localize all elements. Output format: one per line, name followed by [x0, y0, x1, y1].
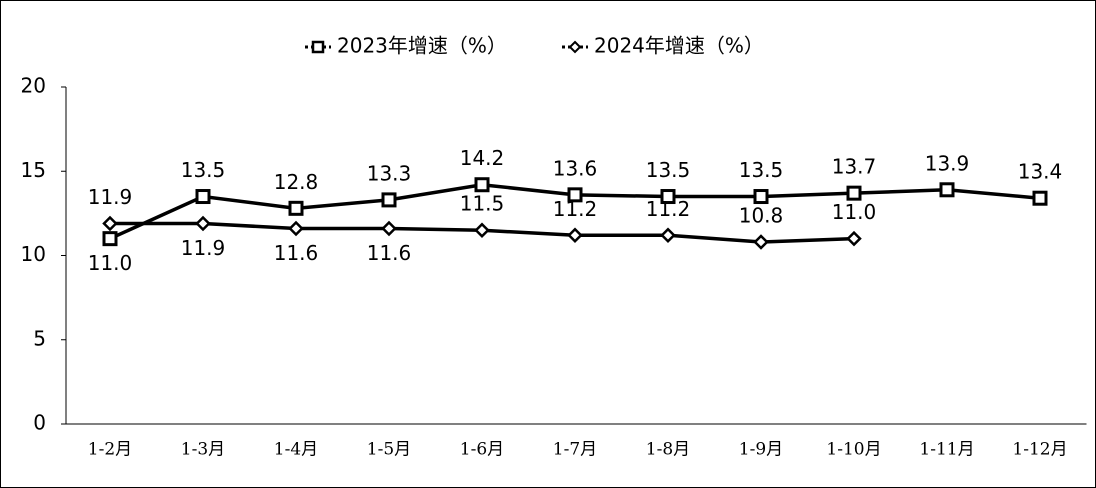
data-label: 11.6 [367, 241, 412, 265]
data-label: 13.5 [181, 158, 226, 182]
marker [753, 234, 769, 250]
legend-marker [568, 40, 582, 54]
data-label: 13.4 [1018, 160, 1063, 184]
data-label: 13.5 [646, 158, 691, 182]
legend-label: 2023年增速（%） [337, 34, 507, 58]
data-label: 13.7 [832, 155, 877, 179]
marker [381, 192, 397, 208]
x-tick-label: 1-7月 [553, 440, 597, 460]
data-label: 13.6 [553, 156, 598, 180]
data-label: 11.0 [832, 200, 877, 224]
x-tick-label: 1-9月 [739, 440, 783, 460]
legend-marker [311, 40, 325, 54]
data-label: 11.2 [553, 197, 598, 221]
marker [660, 189, 676, 205]
x-tick-label: 1-8月 [646, 440, 690, 460]
x-tick-label: 1-10月 [826, 440, 881, 460]
legend-label: 2024年增速（%） [594, 34, 764, 58]
marker [1032, 190, 1048, 206]
marker [288, 220, 304, 237]
marker [102, 215, 118, 232]
data-label: 13.5 [739, 158, 784, 182]
x-tick-label: 1-12月 [1012, 440, 1067, 460]
x-tick-label: 1-2月 [88, 440, 132, 460]
x-tick-label: 1-3月 [181, 440, 225, 460]
data-label: 11.9 [88, 185, 133, 209]
marker [660, 227, 676, 244]
y-tick-label: 5 [33, 326, 46, 350]
marker [195, 189, 211, 205]
data-label: 11.0 [88, 251, 133, 275]
marker [567, 187, 583, 203]
x-tick-label: 1-4月 [274, 440, 318, 460]
marker [288, 200, 304, 216]
data-label: 11.6 [274, 241, 319, 265]
marker [567, 227, 583, 244]
y-tick-label: 0 [33, 411, 46, 435]
y-tick-label: 20 [21, 74, 46, 98]
marker [474, 222, 490, 238]
data-label: 10.8 [739, 204, 784, 228]
marker [939, 182, 955, 198]
x-tick-label: 1-11月 [919, 440, 974, 460]
data-label: 11.2 [646, 197, 691, 221]
data-label: 11.9 [181, 236, 226, 260]
marker [381, 220, 397, 237]
data-label: 13.3 [367, 161, 412, 185]
data-label: 14.2 [460, 146, 505, 170]
y-tick-label: 10 [21, 242, 46, 266]
marker [474, 177, 490, 193]
marker [846, 230, 862, 247]
y-tick-label: 15 [21, 158, 46, 182]
x-tick-label: 1-6月 [460, 440, 504, 460]
marker [753, 189, 769, 205]
x-tick-label: 1-5月 [367, 440, 411, 460]
marker [195, 215, 211, 232]
data-label: 11.5 [460, 192, 505, 216]
data-label: 13.9 [925, 151, 970, 175]
data-label: 12.8 [274, 170, 319, 194]
marker [846, 185, 862, 201]
marker [102, 231, 118, 247]
